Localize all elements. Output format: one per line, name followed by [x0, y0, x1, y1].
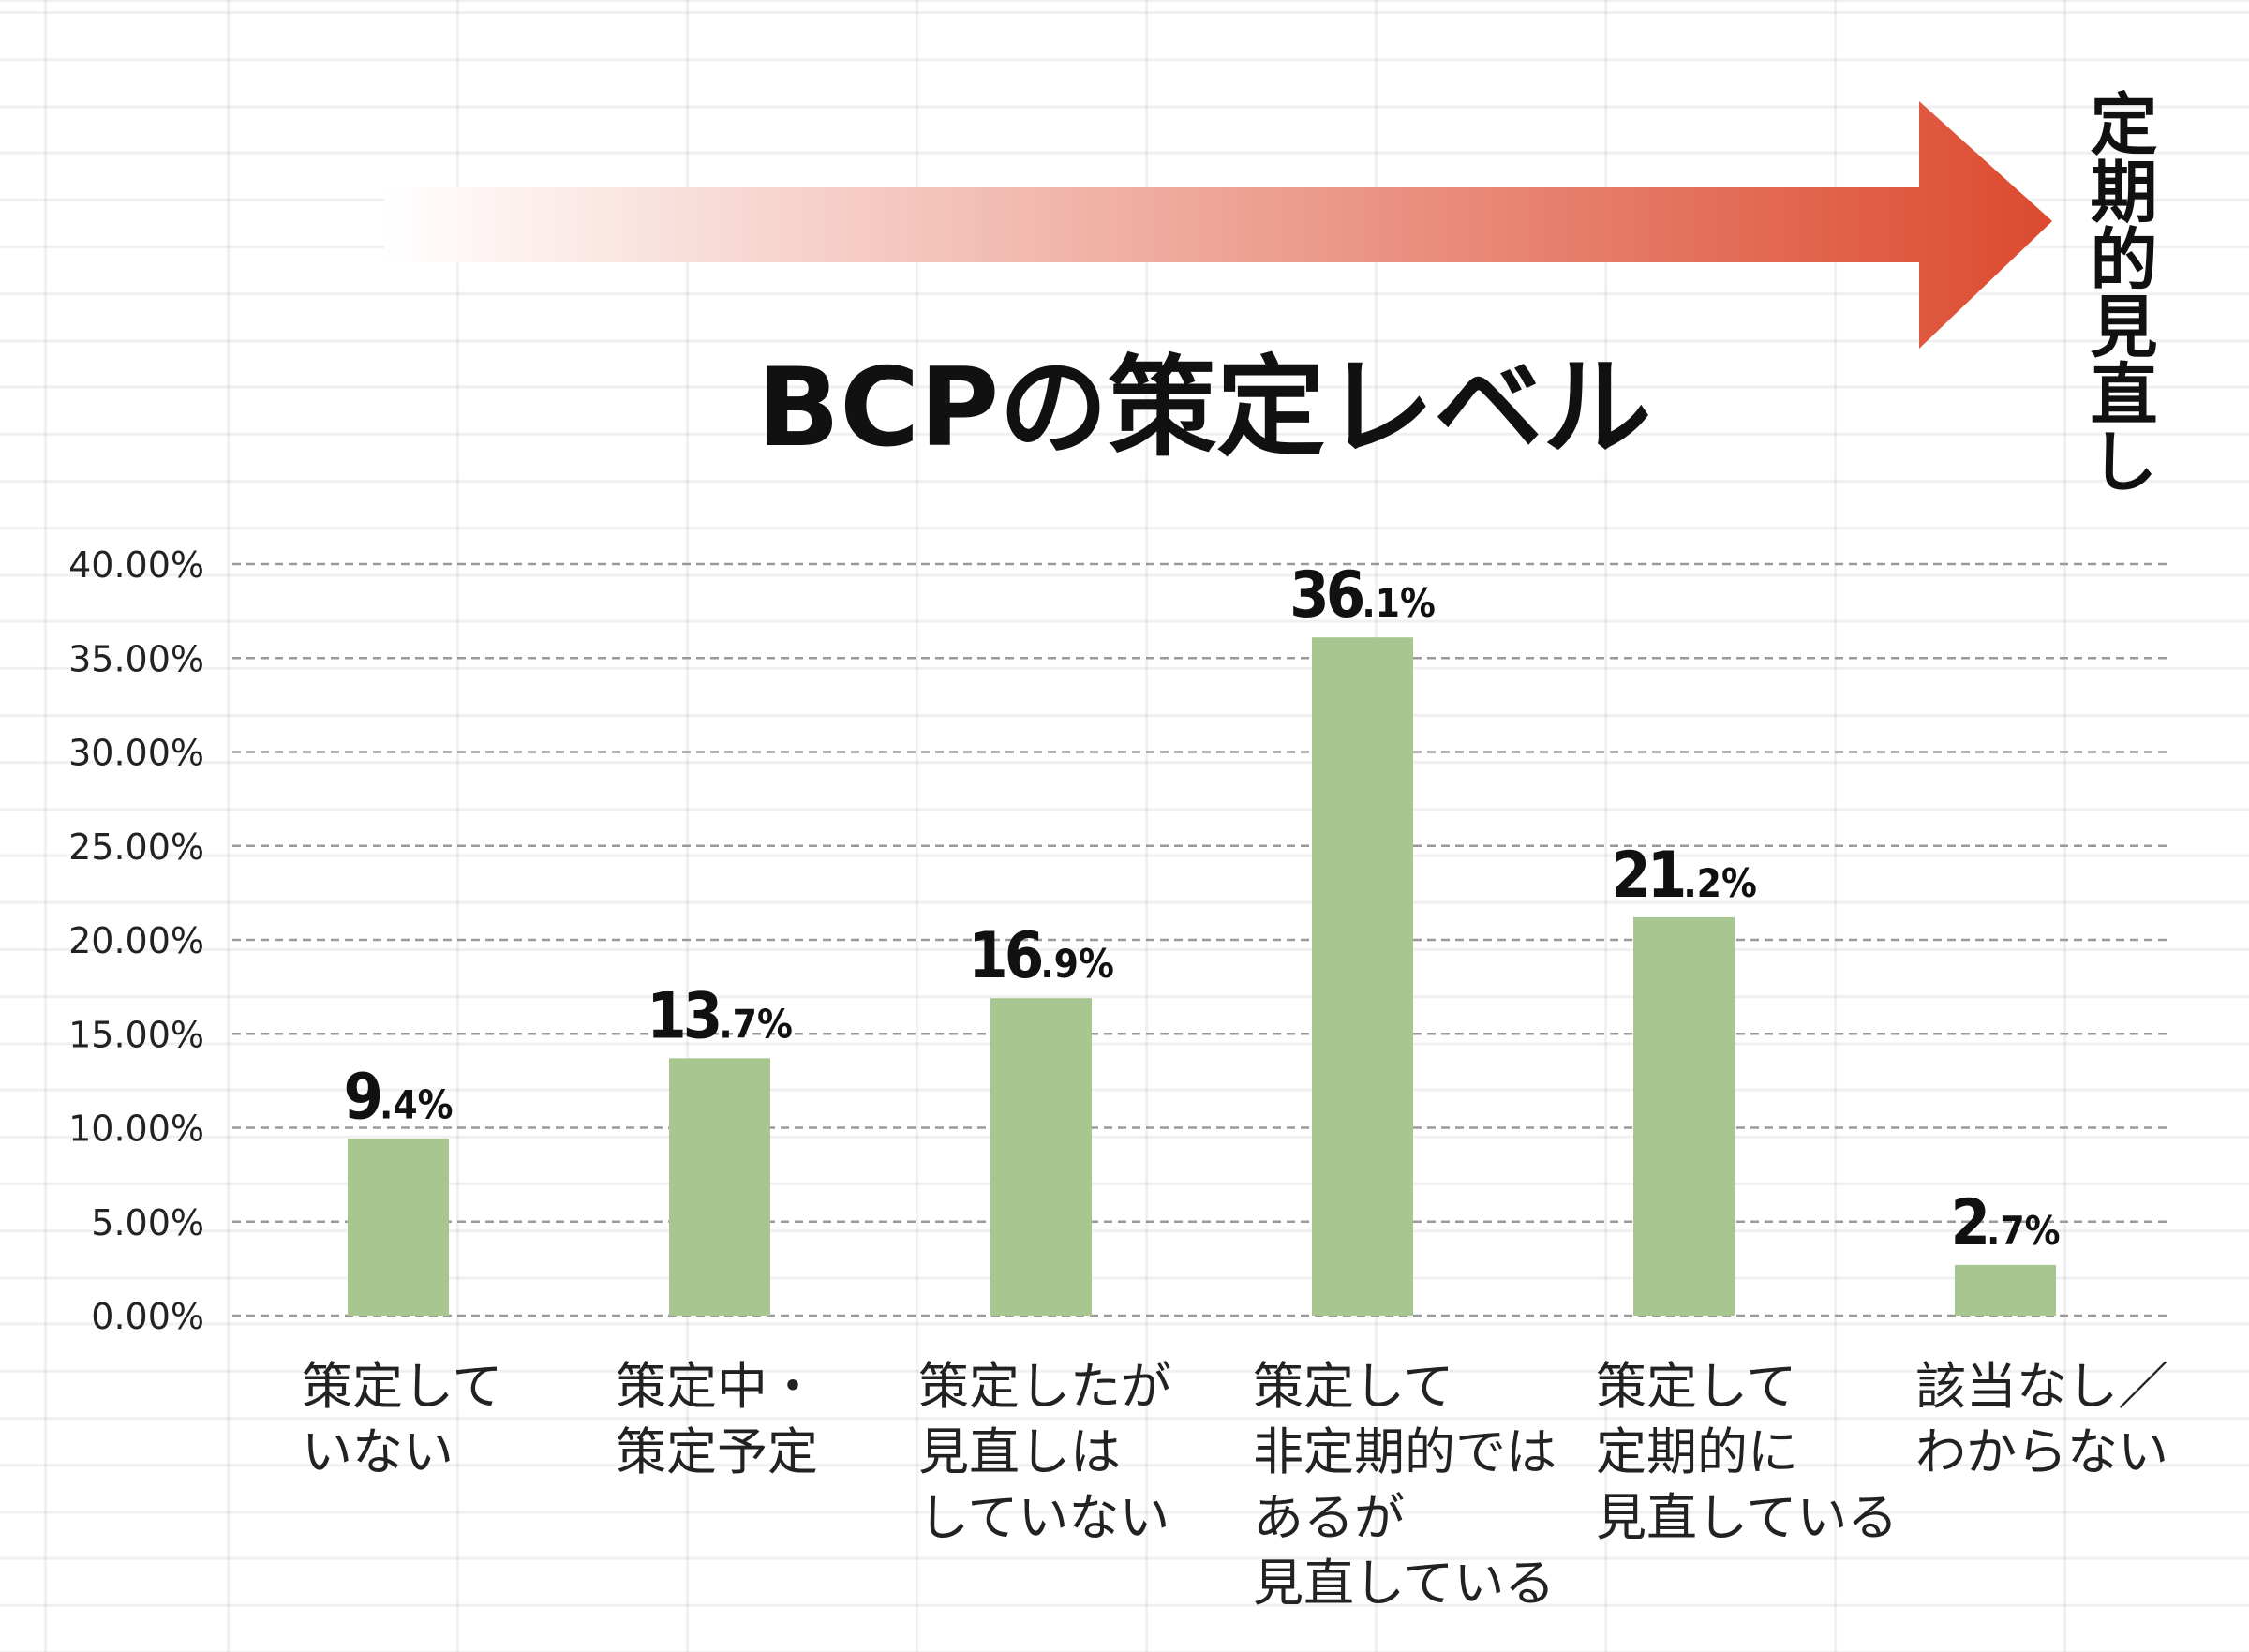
x-tick-label: 策定して非定期的ではあるが見直している: [1253, 1357, 1556, 1613]
x-axis-labels: 策定していない策定中・策定予定策定したが見直しはしていない策定して非定期的ではあ…: [302, 1357, 2168, 1613]
y-tick-label: 30.00%: [68, 733, 204, 774]
bar: [990, 998, 1092, 1316]
x-tick-label: 該当なし／わからない: [1915, 1357, 2168, 1481]
y-tick-label: 10.00%: [68, 1109, 204, 1150]
y-tick-label: 20.00%: [68, 920, 204, 961]
x-tick-label: 策定して定期的に見直している: [1596, 1357, 1898, 1547]
x-tick-label: 策定中・策定予定: [616, 1357, 818, 1481]
data-label: 16.9%: [968, 919, 1114, 993]
trend-arrow: [384, 101, 2052, 349]
bar: [1312, 637, 1413, 1316]
chart-title: BCPの策定レベル: [757, 345, 1652, 471]
x-tick-label: 策定していない: [302, 1357, 502, 1481]
y-tick-label: 0.00%: [91, 1296, 204, 1337]
bar: [348, 1139, 449, 1316]
data-label: 13.7%: [647, 979, 793, 1053]
value-labels: 9.4% 13.7% 16.9% 36.1% 21.2% 2.7%: [343, 558, 2060, 1260]
y-tick-label: 40.00%: [68, 544, 204, 586]
data-label: 9.4%: [343, 1061, 453, 1135]
data-label: 36.1%: [1289, 558, 1436, 633]
y-tick-label: 25.00%: [68, 826, 204, 868]
x-tick-label: 策定したが見直しはしていない: [918, 1357, 1171, 1547]
bar: [1633, 916, 1735, 1316]
bars: [348, 637, 2056, 1316]
bar: [669, 1058, 770, 1316]
gridlines: [232, 562, 2172, 1317]
y-tick-label: 15.00%: [68, 1014, 204, 1055]
y-tick-label: 35.00%: [68, 638, 204, 679]
bar: [1955, 1264, 2056, 1316]
data-label: 2.7%: [1950, 1186, 2060, 1260]
arrow-label: 定期的見直し: [2078, 89, 2157, 494]
y-axis-ticks: 0.00% 5.00% 10.00% 15.00% 20.00% 25.00% 30.00%…: [68, 544, 204, 1337]
y-tick-label: 5.00%: [91, 1202, 204, 1243]
data-label: 21.2%: [1611, 839, 1757, 913]
